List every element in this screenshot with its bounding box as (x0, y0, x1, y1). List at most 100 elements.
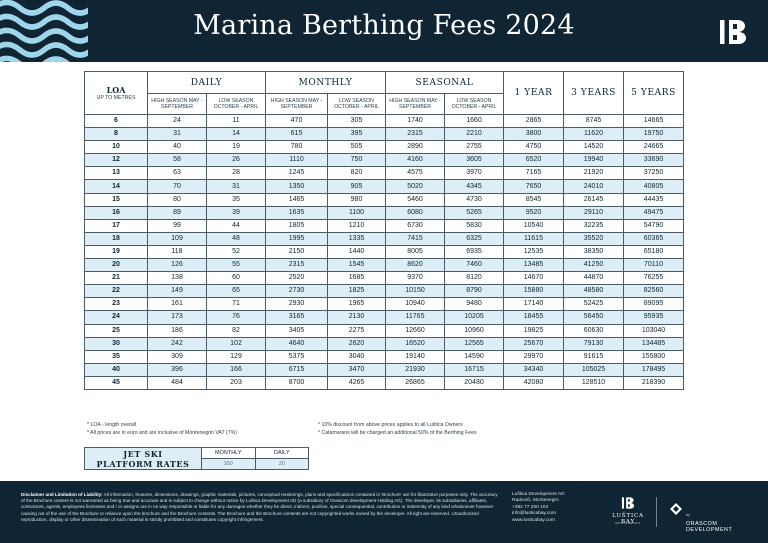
loa-cell: 35 (84, 349, 148, 364)
three-years-cell: 41250 (563, 258, 624, 273)
table-row: 17 99 44 1805 1210 6730 5830 10540 32235 54790 (84, 218, 684, 233)
note-owner-discount: * 10% discount from above prices applies… (318, 422, 463, 428)
five-years-cell: 19750 (623, 127, 684, 142)
daily-low-cell: 60 (206, 271, 266, 286)
loa-cell: 23 (84, 297, 148, 312)
seasonal-low-cell: 1660 (444, 113, 504, 129)
monthly-high-cell: 6715 (265, 362, 328, 377)
daily-low-cell: 76 (206, 310, 266, 325)
contact-website[interactable]: www.lusticabay.com (512, 517, 555, 523)
monthly-low-cell: 1440 (327, 244, 386, 260)
three-years-header: 3 YEARS (563, 71, 624, 115)
daily-low-cell: 166 (206, 362, 266, 377)
orascom-mark-icon (670, 503, 682, 515)
table-row: 14 70 31 1350 905 5020 4345 7650 24010 40805 (84, 179, 684, 194)
three-years-cell: 56450 (563, 310, 624, 325)
seasonal-high-cell: 5020 (385, 179, 445, 194)
five-years-cell: 76255 (623, 271, 684, 286)
daily-high-cell: 118 (147, 244, 207, 260)
seasonal-high-cell: 12660 (385, 323, 445, 338)
seasonal-low-cell: 2755 (444, 140, 504, 155)
daily-low-cell: 31 (206, 179, 266, 194)
contact-phone[interactable]: +382 77 200 104 (512, 504, 549, 510)
seasonal-high-season: HIGH SEASON MAY - SEPTEMBER (385, 93, 445, 115)
seasonal-low-cell: 8120 (444, 271, 504, 286)
daily-low-cell: 55 (206, 258, 266, 273)
five-years-cell: 33690 (623, 153, 684, 168)
three-years-cell: 91615 (563, 349, 624, 364)
jet-ski-label-line1: JET SKI (123, 448, 163, 459)
fees-table-body: 6 24 11 470 305 1740 1660 2865 8745 14665 8 31 14 615… (84, 113, 684, 390)
contact-email[interactable]: info@lusticabay.com (512, 511, 556, 517)
disclaimer: Disclaimer and Limitation of Liability: … (21, 492, 498, 523)
monthly-high-cell: 470 (265, 113, 328, 129)
loa-cell: 45 (84, 375, 148, 390)
monthly-high-cell: 1110 (265, 153, 328, 168)
three-years-cell: 26145 (563, 192, 624, 207)
daily-high-cell: 484 (147, 375, 207, 390)
daily-low-cell: 48 (206, 231, 266, 246)
seasonal-high-cell: 10940 (385, 297, 445, 312)
table-row: 25 186 82 3405 2275 12660 10960 19825 60630 10304… (84, 323, 684, 338)
daily-high-cell: 63 (147, 166, 207, 181)
monthly-high-cell: 5375 (265, 349, 328, 364)
table-row: 23 161 71 2930 1965 10940 9480 17140 52425 89095 (84, 297, 684, 312)
table-row: 19 118 52 2150 1440 8005 6935 12535 38350 65180 (84, 244, 684, 260)
table-row: 12 58 26 1110 750 4160 3605 6520 19940 33690 (84, 153, 684, 168)
monthly-high-cell: 1350 (265, 179, 328, 194)
table-row: 24 173 76 3165 2130 11765 10205 18455 56450 95935 (84, 310, 684, 325)
monthly-low-cell: 820 (327, 166, 386, 181)
daily-header: DAILY (147, 71, 266, 94)
note-vat: * All prices are in euro and are inclusi… (87, 430, 237, 436)
daily-low-cell: 52 (206, 244, 266, 260)
one-year-cell: 13485 (503, 258, 564, 273)
monthly-high-cell: 2930 (265, 297, 328, 312)
table-row: 13 63 28 1245 820 4575 3970 7165 21920 37250 (84, 166, 684, 181)
seasonal-low-cell: 10205 (444, 310, 504, 325)
three-years-cell: 48580 (563, 284, 624, 299)
table-row: 10 40 19 780 505 2890 2755 4750 14520 24665 (84, 140, 684, 155)
table-row: 22 149 65 2730 1825 10150 8790 15880 48580 82560 (84, 284, 684, 299)
monthly-high-cell: 1995 (265, 231, 328, 246)
jet-ski-daily-header: DAILY (254, 447, 309, 459)
disclaimer-title: Disclaimer and Limitation of Liability: (21, 492, 103, 497)
daily-high-cell: 31 (147, 127, 207, 142)
daily-high-cell: 40 (147, 140, 207, 155)
daily-low-cell: 44 (206, 218, 266, 233)
five-years-cell: 44435 (623, 192, 684, 207)
seasonal-high-cell: 2890 (385, 140, 445, 155)
seasonal-low-cell: 12565 (444, 336, 504, 351)
notes-right: * 10% discount from above prices applies… (318, 421, 477, 437)
one-year-cell: 12535 (503, 244, 564, 260)
loa-cell: 30 (84, 336, 148, 351)
daily-low-cell: 39 (206, 205, 266, 220)
loa-cell: 15 (84, 192, 148, 207)
table-row: 21 138 60 2520 1685 9370 8120 14670 44870 76255 (84, 271, 684, 286)
wave-pattern-icon (0, 0, 88, 62)
daily-high-cell: 138 (147, 271, 207, 286)
brand-name: LUŠTICA BAY (612, 513, 644, 525)
jet-ski-rates-table: JET SKI PLATFORM RATES MONTHLY DAILY 350… (84, 447, 309, 470)
five-years-cell: 82560 (623, 284, 684, 299)
table-row: 40 396 166 6715 3470 21930 16715 34340 105025 178… (84, 362, 684, 377)
monthly-low-cell: 1685 (327, 271, 386, 286)
one-year-cell: 15880 (503, 284, 564, 299)
loa-cell: 13 (84, 166, 148, 181)
daily-high-cell: 161 (147, 297, 207, 312)
five-years-cell: 65180 (623, 244, 684, 260)
loa-cell: 25 (84, 323, 148, 338)
seasonal-low-cell: 3970 (444, 166, 504, 181)
daily-high-cell: 89 (147, 205, 207, 220)
daily-high-cell: 109 (147, 231, 207, 246)
table-row: 35 309 129 5375 3040 19140 14590 29970 91615 1558… (84, 349, 684, 364)
monthly-low-cell: 2620 (327, 336, 386, 351)
five-years-cell: 14665 (623, 113, 684, 129)
monthly-low-cell: 980 (327, 192, 386, 207)
monthly-low-cell: 1545 (327, 258, 386, 273)
monthly-low-cell: 1210 (327, 218, 386, 233)
one-year-cell: 11615 (503, 231, 564, 246)
seasonal-low-cell: 5265 (444, 205, 504, 220)
daily-high-cell: 309 (147, 349, 207, 364)
daily-low-cell: 26 (206, 153, 266, 168)
seasonal-high-cell: 5460 (385, 192, 445, 207)
